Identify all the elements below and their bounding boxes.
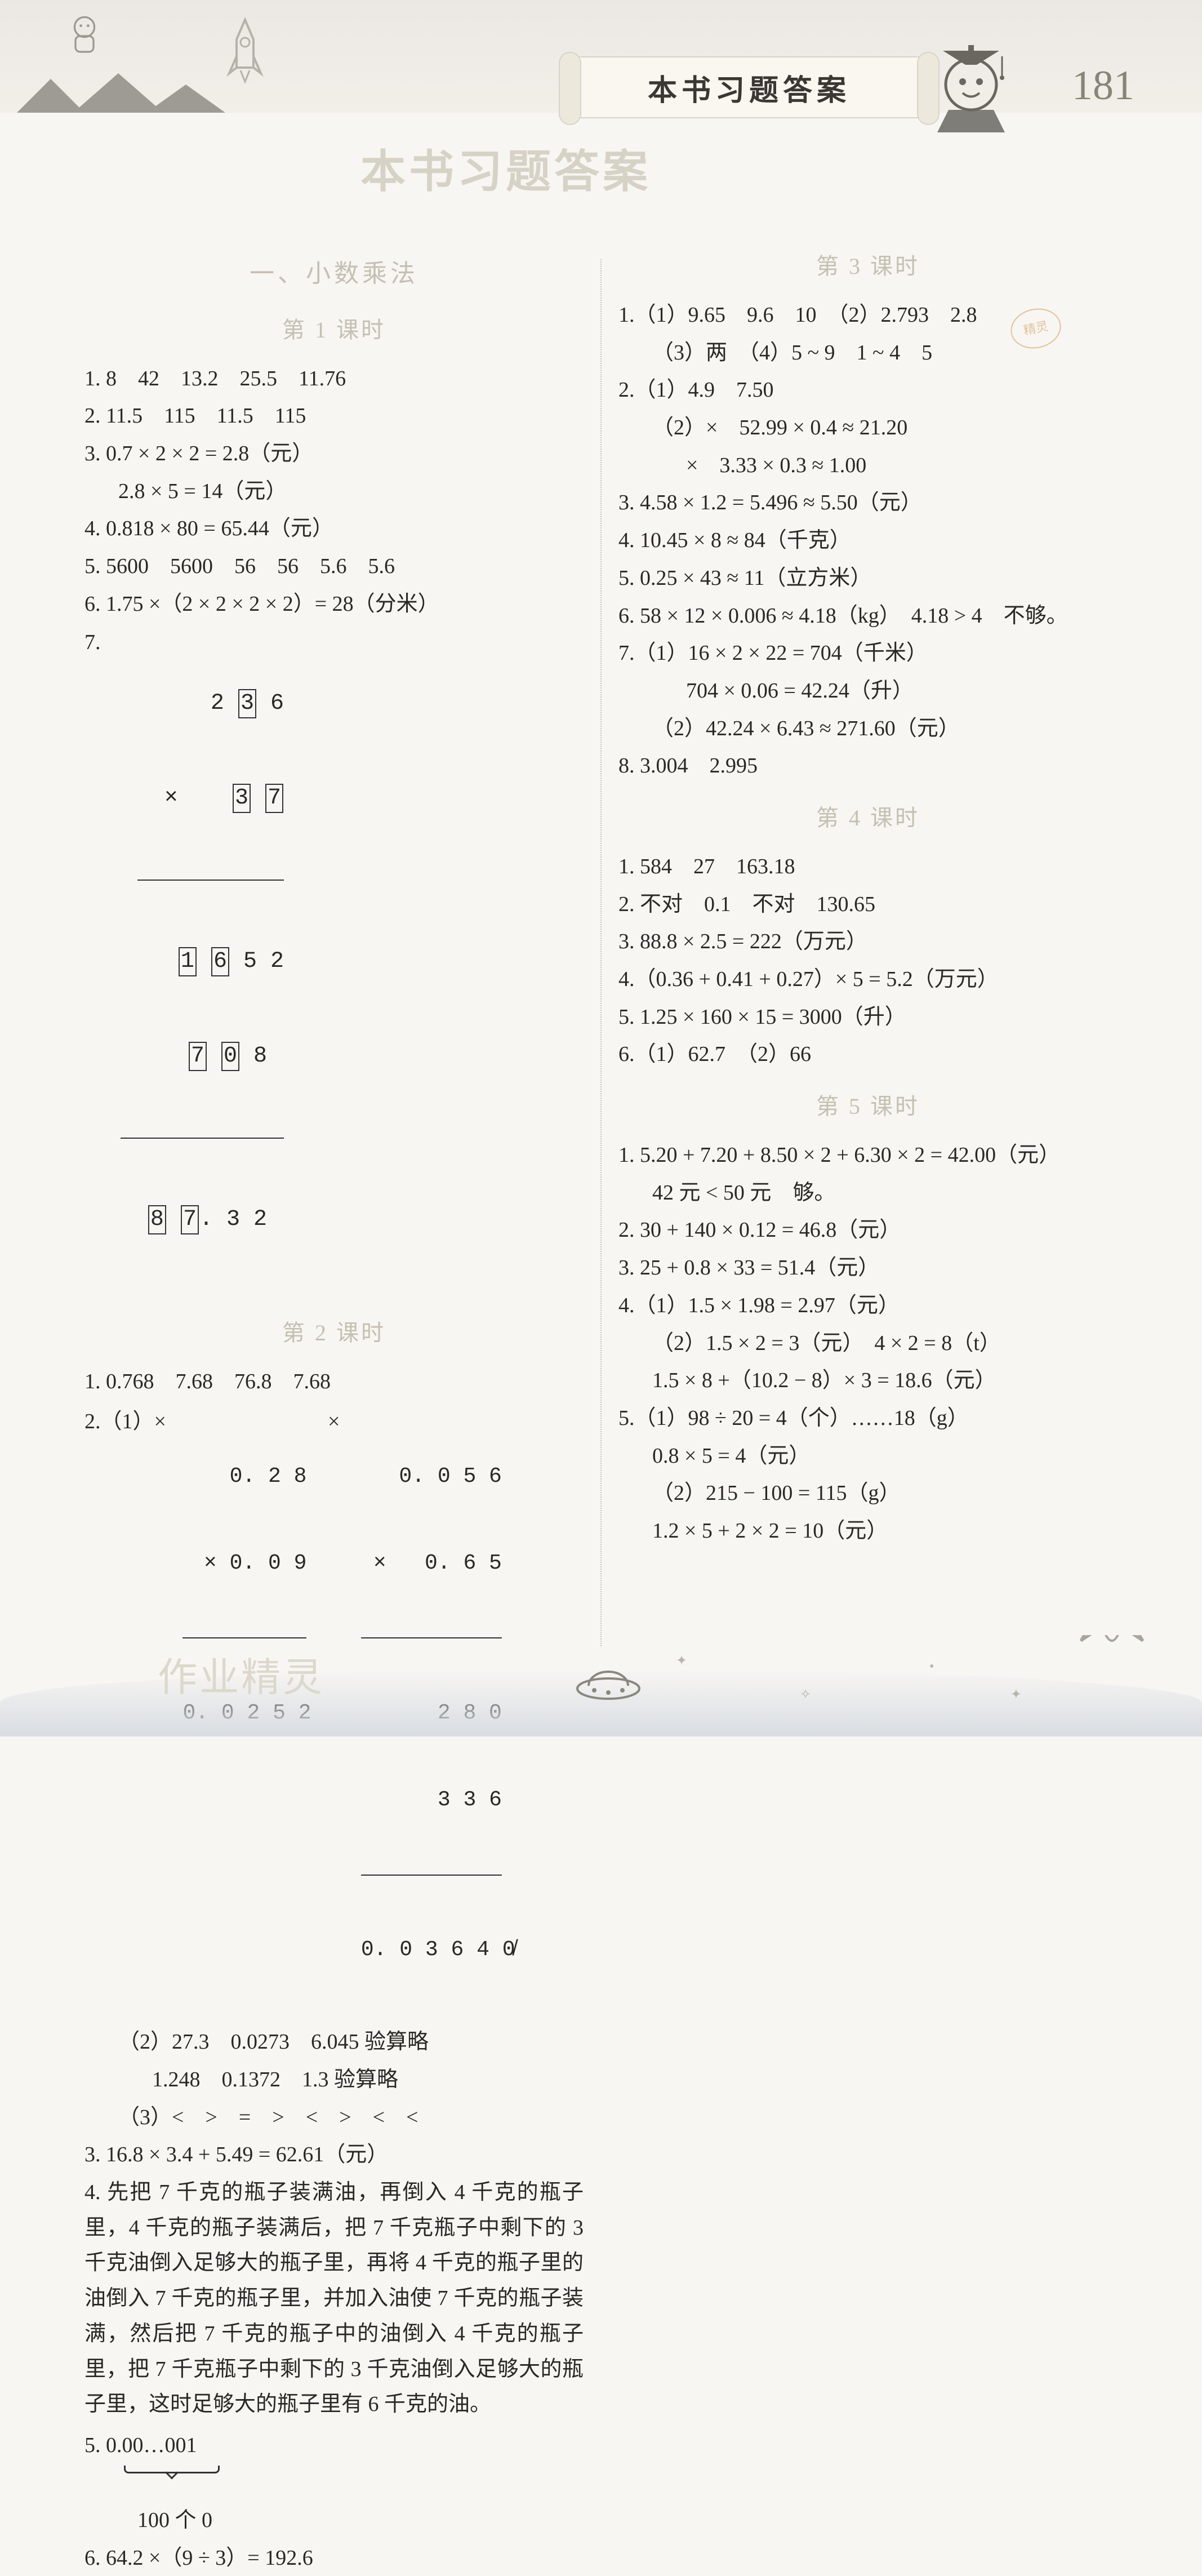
left-column: 一、小数乘法 第 1 课时 1. 8 42 13.2 25.5 11.76 2.… bbox=[68, 248, 600, 1658]
answer-paragraph: 4. 先把 7 千克的瓶子装满油，再倒入 4 千克的瓶子里，4 千克的瓶子装满后… bbox=[84, 2175, 584, 2422]
lesson-heading: 第 3 课时 bbox=[618, 248, 1118, 285]
star-icon: ✦ bbox=[676, 1653, 687, 1669]
answer-line: 42 元 < 50 元 够。 bbox=[618, 1175, 1118, 1211]
mascot-icon bbox=[920, 34, 1022, 135]
answer-line: 4.（0.36 + 0.41 + 0.27）× 5 = 5.2（万元） bbox=[618, 962, 1118, 997]
star-icon: ✧ bbox=[800, 1686, 811, 1703]
answer-line: × 3.33 × 0.3 ≈ 1.00 bbox=[618, 448, 1118, 483]
answer-line: 3. 88.8 × 2.5 = 222（万元） bbox=[618, 924, 1118, 960]
answer-line: （2）27.3 0.0273 6.045 验算略 bbox=[84, 2024, 584, 2060]
answer-line: （3）< > = > < > < < bbox=[84, 2100, 584, 2135]
answer-line: 3. 0.7 × 2 × 2 = 2.8（元） bbox=[84, 436, 584, 472]
ufo-icon bbox=[575, 1663, 642, 1703]
underbrace bbox=[124, 2466, 584, 2501]
watermark-footer: 作业精灵 bbox=[158, 1646, 324, 1703]
vertical-multiplication: 2 3 6 × 3 7 1 6 5 2 7 0 8 8 7. 3 2 bbox=[137, 625, 284, 1299]
times-label: × bbox=[328, 1410, 340, 1433]
answer-line: 5. 1.25 × 160 × 15 = 3000（升） bbox=[618, 1000, 1118, 1035]
star-icon: • bbox=[929, 1659, 934, 1675]
answer-line: 1. 584 27 163.18 bbox=[618, 849, 1118, 885]
answer-line: （2）× 52.99 × 0.4 ≈ 21.20 bbox=[618, 410, 1118, 446]
answer-line: 1.248 0.1372 1.3 验算略 bbox=[84, 2062, 584, 2098]
answer-line: 5. 0.00…001 bbox=[84, 2428, 584, 2463]
mountains-icon bbox=[17, 73, 231, 113]
star-icon: ✦ bbox=[1010, 1686, 1022, 1703]
title-banner: 本书习题答案 bbox=[569, 56, 929, 118]
answer-line: 3. 4.58 × 1.2 = 5.496 ≈ 5.50（元） bbox=[618, 485, 1118, 521]
answer-line: 8. 3.004 2.995 bbox=[618, 748, 1118, 784]
answer-line: 5.（1）98 ÷ 20 = 4（个）……18（g） bbox=[618, 1401, 1118, 1436]
answer-line: 1.5 × 8 +（10.2 − 8）× 3 = 18.6（元） bbox=[618, 1363, 1118, 1398]
answer-line: 3. 16.8 × 3.4 + 5.49 = 62.61（元） bbox=[84, 2137, 584, 2173]
answer-line: 4. 10.45 × 8 ≈ 84（千克） bbox=[618, 523, 1118, 558]
answer-line: 1. 0.768 7.68 76.8 7.68 bbox=[84, 1364, 584, 1400]
answer-line: 2. 30 + 140 × 0.12 = 46.8（元） bbox=[618, 1213, 1118, 1248]
lesson-heading: 第 2 课时 bbox=[84, 1314, 584, 1352]
lesson-heading: 第 4 课时 bbox=[618, 800, 1118, 837]
answer-line: （2）215 − 100 = 115（g） bbox=[618, 1476, 1118, 1511]
answer-line: 1. 5.20 + 7.20 + 8.50 × 2 + 6.30 × 2 = 4… bbox=[618, 1138, 1118, 1173]
answer-line: 6.（1）62.7 （2）66 bbox=[618, 1037, 1118, 1072]
lesson-heading: 第 5 课时 bbox=[618, 1088, 1118, 1125]
astronaut-icon bbox=[62, 11, 107, 56]
rocket-icon bbox=[225, 17, 265, 85]
chapter-heading: 一、小数乘法 bbox=[84, 254, 584, 295]
answer-line: 704 × 0.06 = 42.24（升） bbox=[618, 673, 1118, 709]
answer-line: 4. 0.818 × 80 = 65.44（元） bbox=[84, 511, 584, 547]
answer-line: 6. 58 × 12 × 0.006 ≈ 4.18（kg） 4.18 > 4 不… bbox=[618, 598, 1118, 634]
answer-label: 7. bbox=[84, 625, 115, 660]
page-number: 181 bbox=[1072, 62, 1134, 110]
answer-line: 7.（1）16 × 2 × 22 = 704（千米） bbox=[618, 636, 1118, 671]
answer-line: （2）1.5 × 2 = 3（元） 4 × 2 = 8（t） bbox=[618, 1326, 1118, 1361]
answer-line: 2. 11.5 115 11.5 115 bbox=[84, 398, 584, 434]
banner-title: 本书习题答案 bbox=[648, 66, 851, 109]
answer-line: 6. 1.75 ×（2 × 2 × 2 × 2）= 28（分米） bbox=[84, 587, 584, 622]
answer-line: 1. 8 42 13.2 25.5 11.76 bbox=[84, 361, 584, 397]
answer-line: 5. 0.25 × 43 ≈ 11（立方米） bbox=[618, 561, 1118, 596]
answer-line: 2.8 × 5 = 14（元） bbox=[84, 474, 584, 509]
answer-line: 0.8 × 5 = 4（元） bbox=[618, 1438, 1118, 1474]
answer-line: 6. 64.2 ×（9 ÷ 3）= 192.6 bbox=[84, 2541, 584, 2576]
answer-line: 1.2 × 5 + 2 × 2 = 10（元） bbox=[618, 1513, 1118, 1549]
page-header: 本书习题答案 181 bbox=[0, 0, 1202, 113]
right-column: 第 3 课时 1.（1）9.65 9.6 10 （2）2.793 2.8 （3）… bbox=[602, 248, 1134, 1658]
content-area: 一、小数乘法 第 1 课时 1. 8 42 13.2 25.5 11.76 2.… bbox=[68, 248, 1134, 1658]
scroll-left-icon bbox=[559, 52, 581, 125]
answer-line: 2. 不对 0.1 不对 130.65 bbox=[618, 887, 1118, 922]
answer-line: 5. 5600 5600 56 56 5.6 5.6 bbox=[84, 549, 584, 584]
problem-7: 7. 2 3 6 × 3 7 1 6 5 2 7 0 8 8 7. 3 2 bbox=[84, 625, 584, 1299]
rocket-footer-icon bbox=[1072, 1635, 1151, 1658]
answer-label: 2.（1）× bbox=[84, 1410, 166, 1433]
answer-line: 2.（1）4.9 7.50 bbox=[618, 372, 1118, 408]
footer-decoration: ✦ ✧ • ✦ 作业精灵 bbox=[0, 1635, 1202, 1736]
answer-line: （2）42.24 × 6.43 ≈ 271.60（元） bbox=[618, 711, 1118, 747]
lesson-heading: 第 1 课时 bbox=[84, 312, 584, 349]
watermark-title: 本书习题答案 bbox=[360, 135, 651, 201]
answer-line: 100 个 0 bbox=[137, 2503, 584, 2538]
answer-line: 3. 25 + 0.8 × 33 = 51.4（元） bbox=[618, 1250, 1118, 1286]
answer-line: 4.（1）1.5 × 1.98 = 2.97（元） bbox=[618, 1288, 1118, 1323]
